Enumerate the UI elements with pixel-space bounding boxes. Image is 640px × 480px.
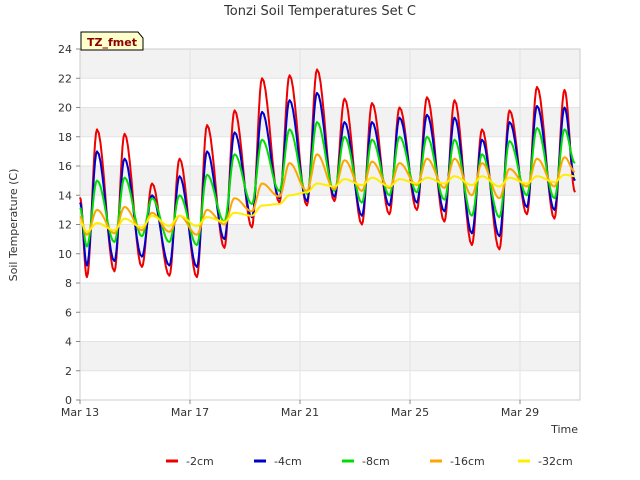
grid-band	[80, 49, 580, 79]
badge-label: TZ_fmet	[87, 36, 137, 49]
grid-band	[80, 107, 580, 137]
x-axis-title: Time	[550, 423, 578, 436]
y-axis-title: Soil Temperature (C)	[7, 169, 20, 282]
y-tick-label: 12	[58, 219, 72, 232]
y-tick-label: 6	[65, 306, 72, 319]
x-tick-label: Mar 17	[171, 406, 209, 419]
y-tick-label: 22	[58, 72, 72, 85]
x-tick-label: Mar 21	[281, 406, 319, 419]
x-tick-label: Mar 13	[61, 406, 99, 419]
y-tick-label: 18	[58, 131, 72, 144]
series-line	[79, 173, 575, 233]
legend: -2cm -4cm -8cm -16cm -32cm	[166, 455, 573, 468]
legend-label: -8cm	[362, 455, 390, 468]
grid-band	[80, 224, 580, 254]
y-tick-label: 20	[58, 102, 72, 115]
x-axis-ticks: Mar 13 Mar 17 Mar 21 Mar 25 Mar 29	[61, 400, 539, 419]
y-tick-label: 2	[65, 365, 72, 378]
x-tick-label: Mar 29	[501, 406, 539, 419]
y-tick-label: 24	[58, 43, 72, 56]
chart-title: Tonzi Soil Temperatures Set C	[223, 4, 416, 19]
series-line	[79, 153, 576, 236]
grid-band	[80, 341, 580, 371]
x-tick-label: Mar 25	[391, 406, 429, 419]
legend-label: -16cm	[450, 455, 485, 468]
y-tick-label: 10	[58, 248, 72, 261]
grid-band	[80, 283, 580, 313]
y-tick-label: 16	[58, 160, 72, 173]
series-lines	[79, 68, 576, 279]
plot-background-bands	[80, 49, 580, 371]
legend-label: -2cm	[186, 455, 214, 468]
y-tick-label: 0	[65, 394, 72, 407]
y-tick-label: 8	[65, 277, 72, 290]
badge-box	[80, 31, 144, 51]
legend-label: -4cm	[274, 455, 302, 468]
badge: TZ_fmet	[80, 31, 144, 51]
y-tick-label: 14	[58, 189, 72, 202]
y-tick-label: 4	[65, 336, 72, 349]
legend-label: -32cm	[538, 455, 573, 468]
series-line	[79, 121, 576, 248]
